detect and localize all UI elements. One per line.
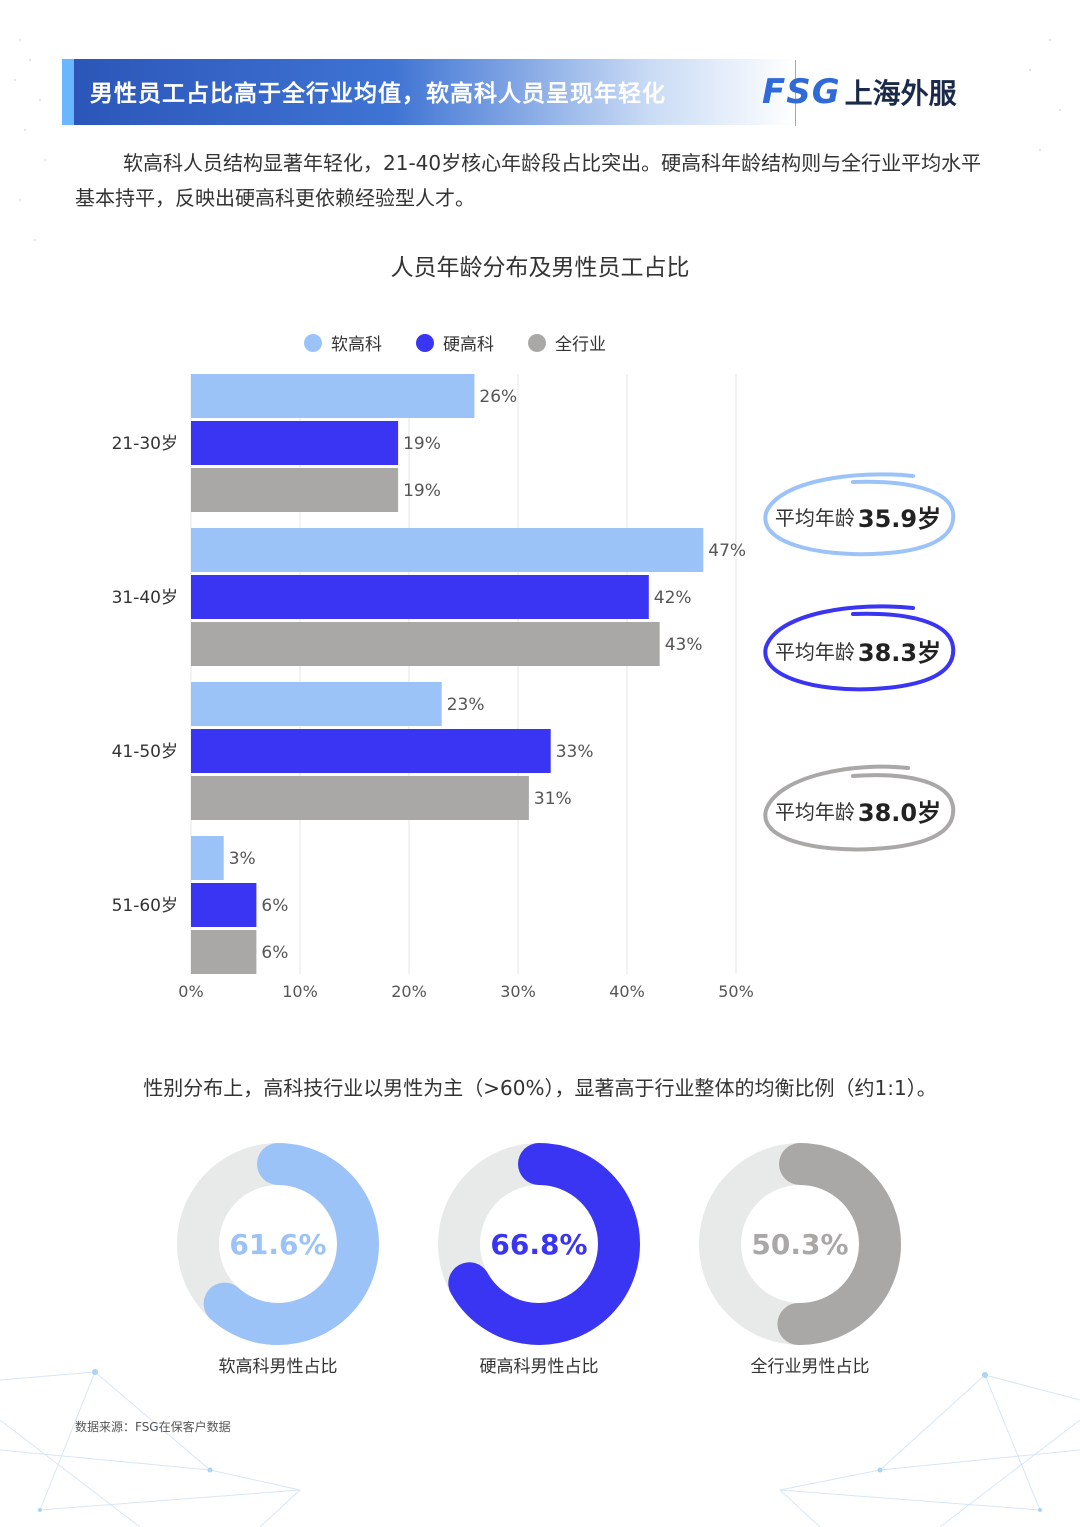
age-distribution-bar-chart: 0% 10% 20% 30% 40% 50% 21-30岁 26% 19% 19% 31-40岁 47… (112, 374, 754, 1001)
legend-item-hard: 硬高科 (416, 330, 494, 355)
logo-latin: FSG (762, 72, 841, 112)
y-category-label: 41-50岁 (112, 742, 178, 762)
avg-age-label-soft: 平均年龄 (774, 505, 855, 530)
legend-item-all: 全行业 (528, 330, 606, 355)
donut-value-soft: 61.6% (229, 1227, 327, 1261)
bar (191, 575, 649, 619)
donut-value-arc (699, 1143, 901, 1345)
x-tick-label: 0% (178, 982, 203, 1001)
donut-value-arc (438, 1143, 640, 1345)
bar-data-label: 23% (447, 695, 485, 715)
avg-age-value-soft: 35.9岁 (857, 504, 942, 533)
x-tick-label: 10% (282, 982, 318, 1001)
bar-data-label: 26% (479, 387, 517, 407)
gender-paragraph: 性别分布上，高科技行业以男性为主（>60%），显著高于行业整体的均衡比例（约1:… (143, 1076, 937, 1100)
x-tick-label: 30% (500, 982, 536, 1001)
legend-label-all: 全行业 (555, 335, 606, 355)
bar-data-label: 19% (403, 481, 441, 501)
bar-data-label: 19% (403, 434, 441, 454)
bar (191, 374, 475, 418)
avg-age-ring-hard (763, 604, 956, 692)
donut-label-soft: 软高科男性占比 (218, 1357, 338, 1377)
avg-age-value-hard: 38.3岁 (857, 638, 942, 667)
bar (191, 729, 551, 773)
x-tick-label: 20% (391, 982, 427, 1001)
x-tick-label: 40% (609, 982, 645, 1001)
bar-data-label: 3% (229, 849, 256, 869)
y-category-label: 31-40岁 (112, 588, 178, 608)
donut-hard: 66.8% (437, 1142, 641, 1346)
fsg-logo: FSG 上海外服 (762, 72, 957, 112)
y-category-label: 21-30岁 (112, 434, 178, 454)
legend-dot-hard (416, 333, 434, 352)
bar (191, 468, 399, 512)
bar-data-label: 33% (556, 742, 594, 762)
donut-value-hard: 66.8% (490, 1227, 588, 1261)
avg-age-badge-all: 平均年龄 38.0岁 (758, 762, 958, 858)
avg-age-ring-soft (763, 472, 956, 557)
legend-label-soft: 软高科 (331, 335, 382, 355)
legend-label-hard: 硬高科 (443, 335, 494, 355)
donut-label-hard: 硬高科男性占比 (479, 1357, 599, 1377)
intro-paragraph: 软高科人员结构显著年轻化，21-40岁核心年龄段占比突出。硬高科年龄结构则与全行… (75, 151, 982, 210)
bar-data-label: 43% (665, 635, 703, 655)
bar (191, 883, 257, 927)
bar-data-label: 42% (654, 588, 692, 608)
bar (191, 622, 660, 666)
header-bar (62, 59, 796, 125)
donut-all: 50.3% (698, 1142, 902, 1346)
avg-age-label-hard: 平均年龄 (774, 639, 855, 664)
avg-age-ring-all (763, 764, 956, 852)
avg-age-label-all: 平均年龄 (774, 799, 855, 824)
x-tick-label: 50% (718, 982, 754, 1001)
header-divider (795, 60, 796, 126)
donut-ring-soft (177, 1143, 379, 1345)
page-title: 男性员工占比高于全行业均值，软高科人员呈现年轻化 (90, 81, 666, 107)
bar-chart-title: 人员年龄分布及男性员工占比 (390, 255, 690, 281)
legend-dot-soft (304, 333, 322, 352)
donut-value-all: 50.3% (751, 1227, 849, 1261)
legend-dot-all (528, 333, 546, 352)
bar (191, 930, 257, 974)
header-accent (62, 59, 74, 125)
donut-label-all: 全行业男性占比 (750, 1357, 870, 1377)
bar (191, 836, 224, 880)
bar-data-label: 6% (261, 896, 288, 916)
bar (191, 682, 442, 726)
chart-legend: 软高科 硬高科 全行业 (304, 330, 640, 355)
bar-data-label: 31% (534, 789, 572, 809)
data-source-note: 数据来源：FSG在保客户数据 (75, 1420, 231, 1434)
bar (191, 776, 529, 820)
bar (191, 528, 704, 572)
avg-age-badge-hard: 平均年龄 38.3岁 (758, 602, 958, 698)
donut-ring-all (699, 1143, 901, 1345)
legend-item-soft: 软高科 (304, 330, 382, 355)
donut-ring-hard (438, 1143, 640, 1345)
logo-cn: 上海外服 (844, 77, 957, 110)
avg-age-badge-soft: 平均年龄 35.9岁 (758, 468, 958, 564)
bar (191, 421, 399, 465)
donut-soft: 61.6% (176, 1142, 380, 1346)
bar-data-label: 47% (708, 541, 746, 561)
y-category-label: 51-60岁 (112, 896, 178, 916)
donut-value-arc (177, 1143, 379, 1345)
bar-data-label: 6% (261, 943, 288, 963)
avg-age-value-all: 38.0岁 (857, 798, 942, 827)
